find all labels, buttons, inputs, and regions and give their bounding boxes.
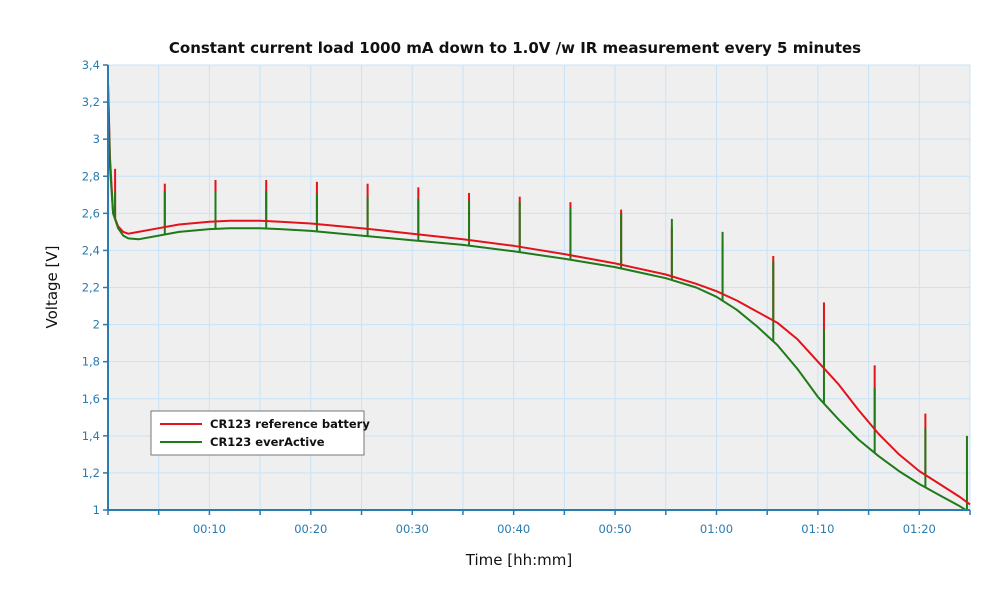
series-line-everactive xyxy=(107,83,967,511)
y-tick-label: 3,4 xyxy=(82,58,100,72)
y-tick-label: 2,6 xyxy=(82,206,100,220)
tick-labels: 1 1,2 1,4 1,6 1,8 2 2,2 2,4 2,6 2,8 3 3,2 3,4 00:10 00… xyxy=(82,58,936,536)
x-tick-label: 00:30 xyxy=(396,522,429,536)
x-tick-label: 01:10 xyxy=(801,522,834,536)
y-tick-label: 1 xyxy=(93,503,100,517)
y-tick-label: 2 xyxy=(93,318,100,332)
chart-title: Constant current load 1000 mA down to 1.… xyxy=(169,39,861,57)
y-tick-label: 1,4 xyxy=(82,429,100,443)
legend-box xyxy=(150,410,365,456)
axes xyxy=(103,64,971,515)
x-tick-label: 00:10 xyxy=(193,522,226,536)
y-axis-label: Voltage [V] xyxy=(43,246,61,329)
y-tick-label: 2,4 xyxy=(82,243,100,257)
x-tick-label: 00:20 xyxy=(294,522,327,536)
x-axis-label: Time [hh:mm] xyxy=(465,551,572,569)
y-tick-label: 1,6 xyxy=(82,392,100,406)
x-tick-label: 00:40 xyxy=(497,522,530,536)
y-tick-label: 3,2 xyxy=(82,95,100,109)
series-line-reference xyxy=(107,83,971,506)
spikes-layer xyxy=(114,168,968,510)
legend-label-everactive: CR123 everActive xyxy=(210,435,325,449)
legend-label-reference: CR123 reference battery xyxy=(210,417,370,431)
y-tick-label: 2,2 xyxy=(82,281,100,295)
y-tick-label: 3 xyxy=(93,132,100,146)
x-tick-label: 01:00 xyxy=(700,522,733,536)
y-tick-label: 2,8 xyxy=(82,169,100,183)
y-tick-label: 1,2 xyxy=(82,466,100,480)
series-layer xyxy=(107,83,971,511)
y-tick-label: 1,8 xyxy=(82,355,100,369)
x-tick-label: 00:50 xyxy=(598,522,631,536)
legend: CR123 reference battery CR123 everActive xyxy=(150,410,370,456)
x-tick-label: 01:20 xyxy=(903,522,936,536)
